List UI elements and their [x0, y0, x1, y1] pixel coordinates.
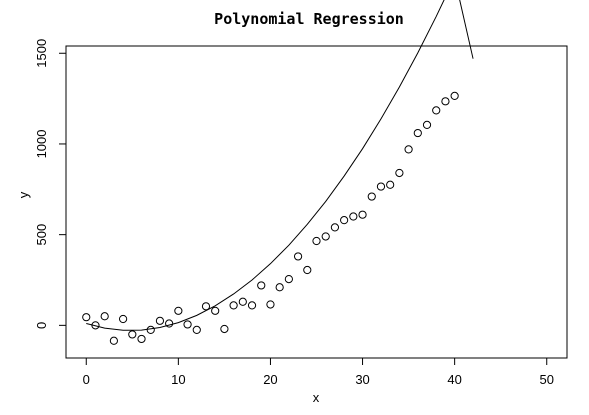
y-tick-label: 1500	[34, 39, 49, 68]
x-tick-label: 20	[263, 372, 277, 387]
x-tick-label: 40	[447, 372, 461, 387]
data-point	[404, 145, 413, 154]
y-tick-label: 500	[34, 224, 49, 246]
data-point	[330, 223, 340, 232]
data-point	[82, 313, 91, 322]
data-point	[165, 319, 174, 328]
fit-curve	[86, 0, 474, 331]
data-point	[275, 283, 284, 292]
x-tick-label: 30	[355, 372, 369, 387]
data-point	[386, 180, 395, 189]
data-point	[174, 306, 183, 315]
data-point	[146, 325, 155, 334]
data-point	[321, 232, 330, 241]
data-point	[395, 168, 404, 178]
data-point	[340, 216, 349, 225]
data-point	[349, 212, 358, 221]
points-layer	[82, 91, 459, 345]
y-axis: 0 500 1000 1500	[34, 39, 67, 329]
data-point	[450, 91, 459, 100]
data-point	[432, 106, 441, 115]
y-tick-label: 0	[34, 322, 49, 329]
x-tick-label: 0	[83, 372, 90, 387]
data-point	[91, 321, 100, 330]
y-axis-label: y	[16, 191, 31, 198]
data-point	[118, 314, 128, 324]
chart-title: Polynomial Regression	[214, 10, 404, 28]
data-point	[201, 302, 211, 311]
data-point	[211, 306, 220, 315]
y-tick-label: 1000	[34, 129, 49, 158]
data-point	[109, 336, 118, 345]
data-point	[229, 301, 238, 310]
data-point	[367, 192, 376, 201]
fit-layer	[86, 0, 474, 331]
plot-area-frame	[65, 45, 568, 359]
data-point	[266, 300, 275, 309]
data-point	[128, 330, 137, 339]
data-point	[358, 210, 367, 219]
data-point	[413, 128, 422, 138]
x-tick-label: 10	[171, 372, 185, 387]
data-point	[247, 301, 257, 310]
data-point	[376, 182, 386, 191]
data-point	[293, 252, 303, 261]
data-point	[303, 265, 312, 275]
data-point	[312, 236, 321, 246]
data-point	[192, 325, 201, 334]
x-axis: 0 10 20 30 40 50	[83, 357, 554, 387]
x-axis-label: x	[313, 390, 320, 405]
data-point	[441, 97, 450, 106]
data-point	[183, 320, 192, 329]
data-point	[100, 312, 109, 321]
data-point	[284, 274, 293, 284]
data-point	[238, 297, 247, 306]
x-tick-label: 50	[540, 372, 554, 387]
data-point	[155, 316, 165, 325]
data-point	[422, 120, 432, 130]
data-point	[257, 281, 266, 290]
data-point	[137, 334, 146, 344]
data-point	[220, 324, 229, 334]
